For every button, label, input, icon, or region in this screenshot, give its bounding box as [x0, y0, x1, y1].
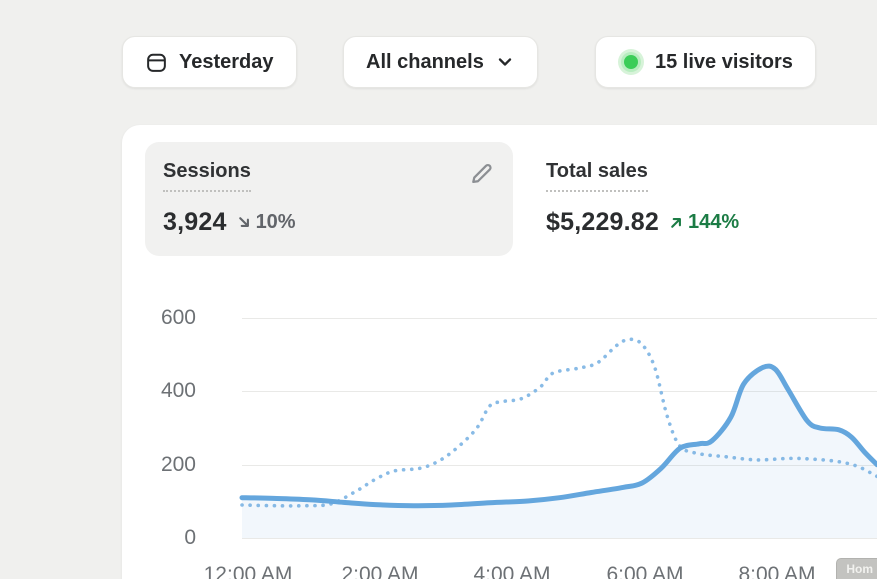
- sessions-current-area: [242, 366, 877, 538]
- sessions-change: 10%: [236, 211, 296, 234]
- date-range-label: Yesterday: [179, 50, 274, 73]
- gridline: [242, 318, 877, 319]
- date-range-button[interactable]: Yesterday: [122, 36, 297, 88]
- y-tick-label: 200: [160, 452, 196, 476]
- total-sales-change: 144%: [668, 211, 739, 234]
- sessions-value: 3,924: [163, 208, 227, 236]
- live-visitors-badge[interactable]: 15 live visitors: [595, 36, 816, 88]
- y-tick-label: 600: [160, 306, 196, 329]
- arrow-up-right-icon: [668, 214, 685, 231]
- total-sales-value: $5,229.82: [546, 208, 660, 236]
- pencil-icon: [467, 161, 494, 188]
- calendar-icon: [145, 51, 168, 74]
- x-tick-label: 2:00 AM: [341, 563, 419, 579]
- live-visitors-dot-icon: [618, 49, 644, 75]
- arrow-down-right-icon: [236, 214, 253, 231]
- live-visitors-label: 15 live visitors: [655, 50, 793, 73]
- total-sales-metric-label[interactable]: Total sales: [546, 160, 648, 192]
- sessions-line-chart: [239, 337, 877, 538]
- x-tick-label: 4:00 AM: [473, 563, 551, 579]
- channels-dropdown-button[interactable]: All channels: [343, 36, 538, 88]
- gridline: [242, 391, 877, 393]
- y-tick-label: 0: [184, 526, 196, 549]
- chevron-down-icon: [495, 52, 515, 72]
- x-tick-label: 6:00 AM: [606, 563, 684, 579]
- channels-label: All channels: [366, 50, 484, 73]
- metric-tab-sessions[interactable]: [145, 142, 513, 256]
- gridline: [242, 464, 877, 466]
- edit-metric-button[interactable]: [462, 156, 498, 192]
- status-tooltip: Hom: [836, 558, 877, 579]
- x-tick-label: 8:00 AM: [738, 563, 816, 579]
- gridline: [242, 538, 877, 539]
- sessions-metric-label: Sessions: [163, 160, 251, 192]
- y-tick-label: 400: [160, 379, 196, 403]
- sessions-current-line: [239, 363, 877, 509]
- x-tick-label: 12:00 AM: [203, 563, 293, 579]
